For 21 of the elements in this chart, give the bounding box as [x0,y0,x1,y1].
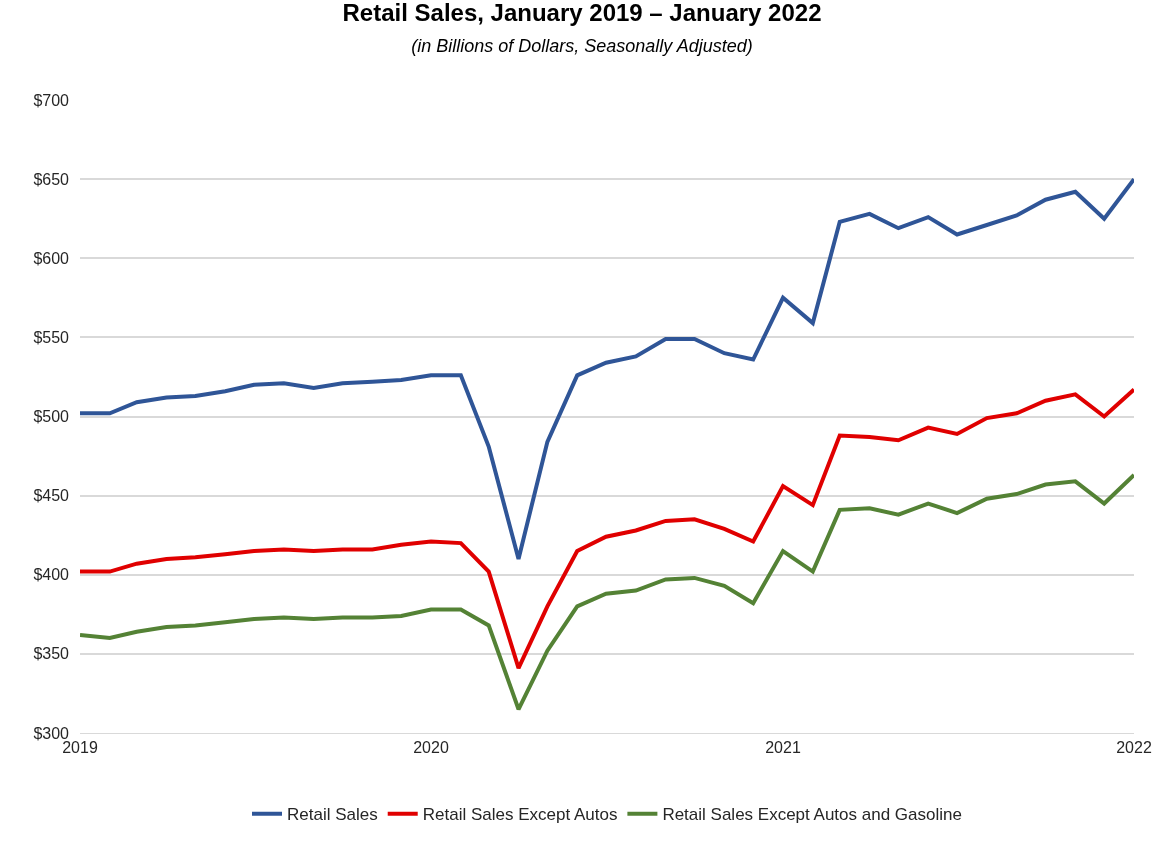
legend-label: Retail Sales Except Autos [422,805,618,825]
y-tick-label: $300 [33,724,70,742]
x-tick-label: 2021 [765,739,801,757]
y-tick-label: $350 [33,645,70,663]
y-tick-label: $550 [33,328,70,346]
y-tick-label: $500 [33,408,70,426]
line-series [80,177,1134,561]
x-tick-label: 2022 [1116,739,1152,757]
x-tick-label: 2019 [62,739,98,757]
legend-label: Retail Sales [287,805,378,825]
y-tick-label: $700 [33,91,70,109]
line-series [80,387,1134,671]
x-tick-label: 2020 [413,739,449,757]
y-tick-label: $600 [33,249,70,267]
legend-label: Retail Sales Except Autos and Gasoline [662,805,962,825]
y-tick-label: $400 [33,566,70,584]
y-tick-label: $450 [33,487,70,505]
line-series [80,473,1134,712]
y-tick-label: $650 [33,170,70,188]
chart-subtitle: (in Billions of Dollars, Seasonally Adjusted) [411,36,753,57]
chart-title: Retail Sales, January 2019 – January 2022 [342,0,822,27]
